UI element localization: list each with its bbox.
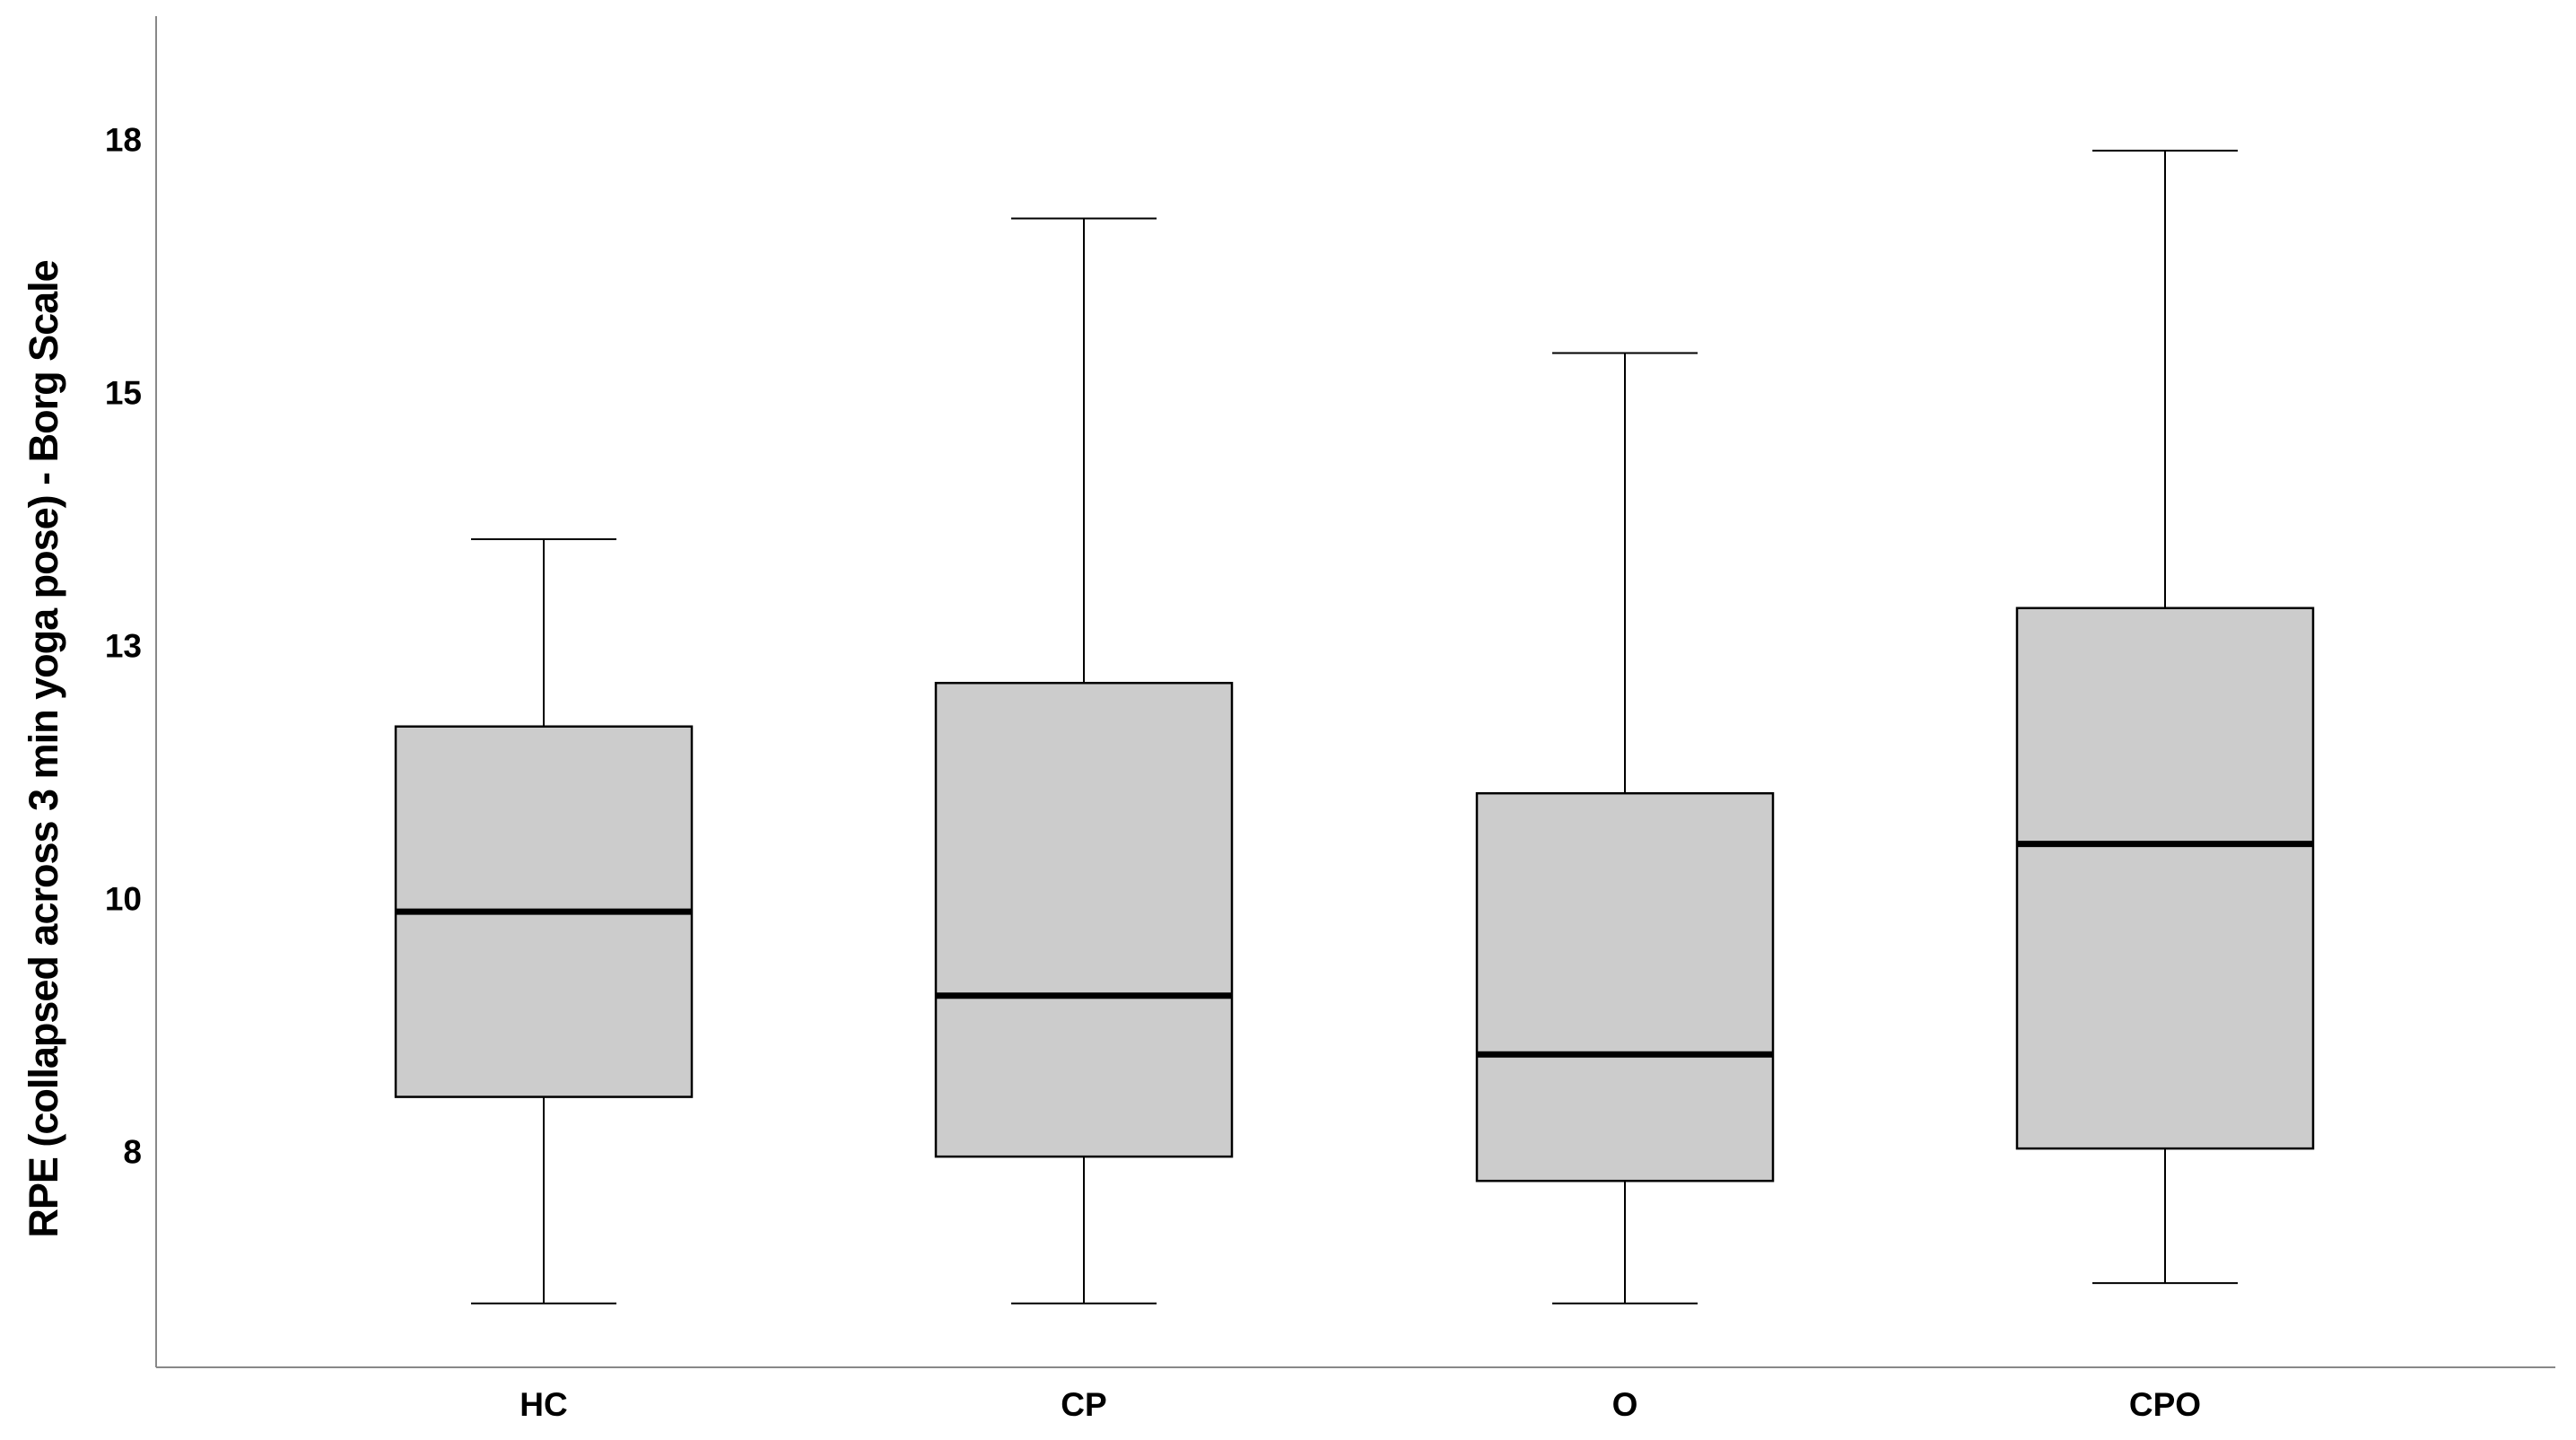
iqr-box bbox=[934, 681, 1234, 1158]
box-cpo bbox=[2015, 149, 2315, 1285]
x-tick-label: CPO bbox=[2129, 1386, 2201, 1423]
box-hc bbox=[394, 538, 694, 1305]
box-o bbox=[1475, 352, 1775, 1305]
y-tick-label: 10 bbox=[105, 881, 142, 918]
y-axis-label: RPE (collapsed across 3 min yoga pose) -… bbox=[21, 260, 66, 1237]
iqr-box bbox=[2015, 607, 2315, 1150]
y-tick-label: 13 bbox=[105, 628, 142, 665]
x-tick-label: O bbox=[1612, 1386, 1638, 1423]
box-cp bbox=[934, 217, 1234, 1305]
iqr-box bbox=[1475, 791, 1775, 1183]
y-tick-label: 18 bbox=[105, 122, 142, 159]
x-tick-label: HC bbox=[520, 1386, 567, 1423]
y-tick-label: 8 bbox=[123, 1134, 142, 1171]
y-tick-label: 15 bbox=[105, 375, 142, 412]
x-tick-label: CP bbox=[1061, 1386, 1106, 1423]
